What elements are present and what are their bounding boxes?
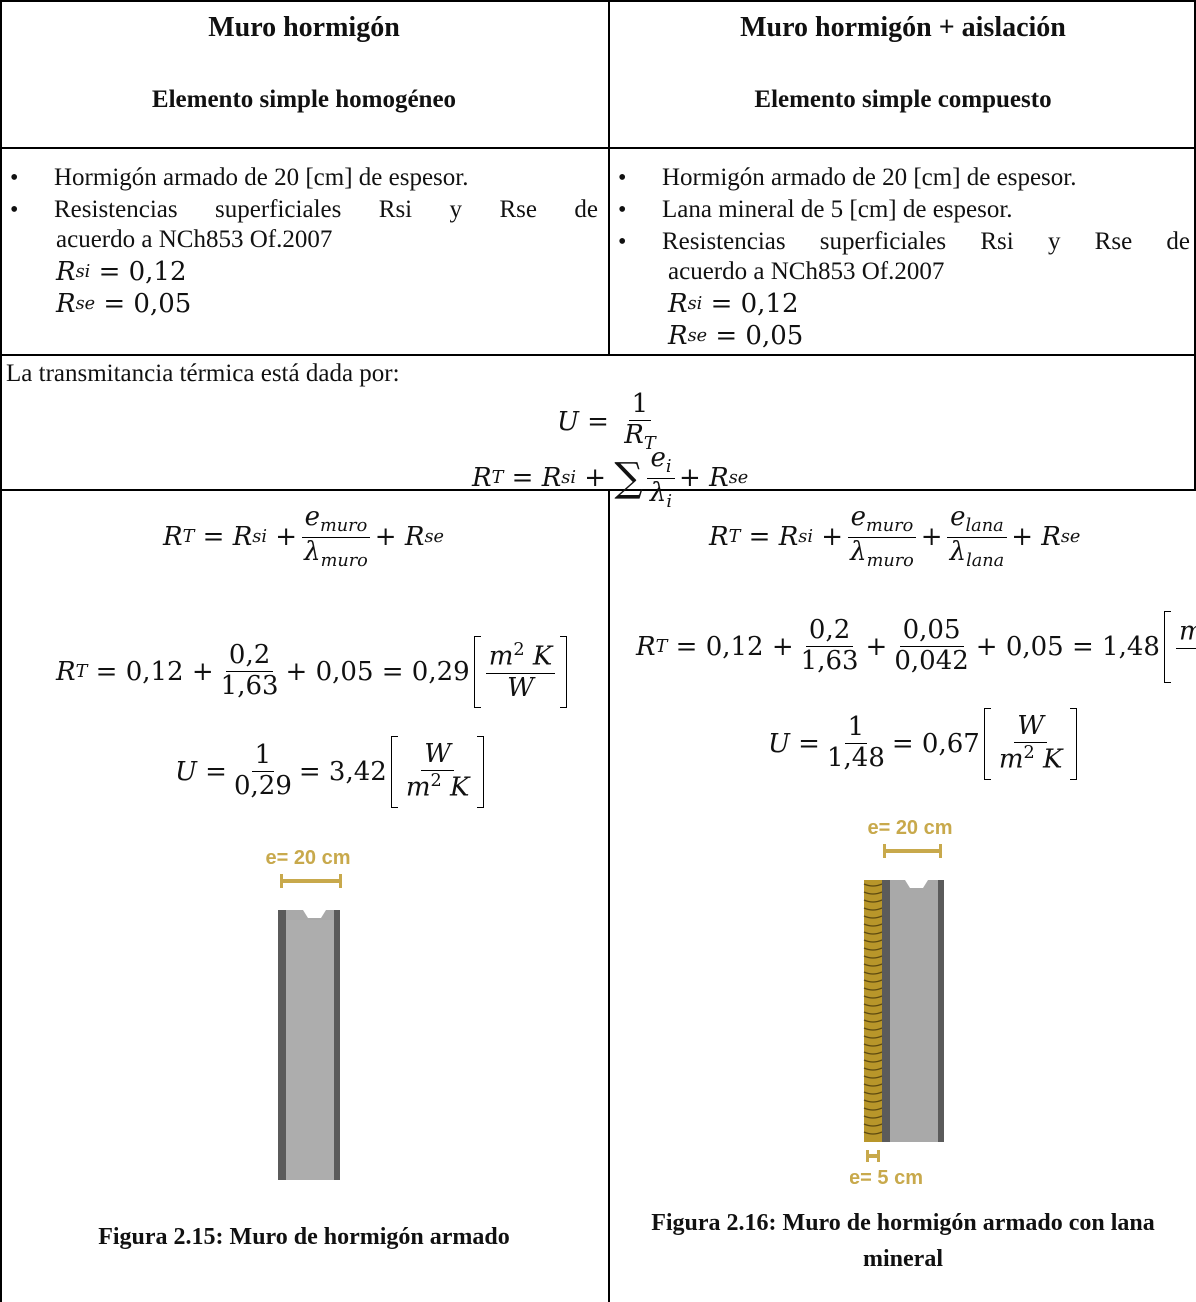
right-title: Muro hormigón + aislación bbox=[740, 12, 1066, 43]
left-wall-figure: e= 20 cm bbox=[265, 847, 351, 1180]
row-divider-3 bbox=[0, 489, 1196, 491]
right-bullet-continuation: acuerdo a NCh853 Of.2007 bbox=[668, 258, 945, 285]
left-bullet-continuation: acuerdo a NCh853 Of.2007 bbox=[56, 226, 333, 253]
right-dimension-marker-bottom bbox=[866, 1150, 880, 1162]
list-item: Resistencias superficiales Rsi y Rse de bbox=[610, 226, 1190, 258]
table-border-left bbox=[0, 0, 2, 1302]
row-divider-1 bbox=[0, 147, 1196, 149]
intro-text: La transmitancia térmica está dada por: bbox=[6, 360, 400, 387]
list-item: Lana mineral de 5 [cm] de espesor. bbox=[610, 194, 1190, 226]
column-divider-bottom bbox=[608, 489, 610, 1302]
left-subtitle: Elemento simple homogéneo bbox=[151, 86, 457, 113]
right-figure-caption-line2: mineral bbox=[863, 1246, 943, 1272]
left-dimension-label: e= 20 cm bbox=[265, 847, 350, 869]
insulated-wall bbox=[863, 880, 944, 1142]
row-divider-2 bbox=[0, 354, 1196, 356]
right-wall-figure: e= 20 cm e= 5 cm bbox=[850, 817, 953, 1189]
right-dimension-marker-top bbox=[883, 844, 942, 858]
list-item: Hormigón armado de 20 [cm] de espesor. bbox=[2, 162, 598, 194]
concrete-wall bbox=[278, 910, 340, 1180]
right-figure-caption-line1: Figura 2.16: Muro de hormigón armado con… bbox=[651, 1210, 1155, 1236]
right-bullet-list: Hormigón armado de 20 [cm] de espesor. L… bbox=[610, 162, 1190, 258]
list-item: Hormigón armado de 20 [cm] de espesor. bbox=[610, 162, 1190, 194]
left-title: Muro hormigón bbox=[208, 12, 400, 43]
right-subtitle: Elemento simple compuesto bbox=[754, 86, 1052, 113]
right-dimension-label-bottom: e= 5 cm bbox=[850, 1167, 923, 1189]
table-border-right bbox=[1194, 0, 1196, 490]
table-border-top bbox=[0, 0, 1196, 2]
mineral-wool-layer bbox=[864, 880, 882, 1142]
formula-u: U = 1 RT bbox=[557, 389, 656, 455]
left-figure-caption: Figura 2.15: Muro de hormigón armado bbox=[98, 1224, 510, 1250]
left-dimension-marker bbox=[280, 874, 342, 888]
column-divider-top bbox=[608, 0, 610, 354]
right-dimension-label-top: e= 20 cm bbox=[867, 817, 952, 839]
left-bullet-list: Hormigón armado de 20 [cm] de espesor. R… bbox=[2, 162, 598, 226]
list-item: Resistencias superficiales Rsi y Rse de bbox=[2, 194, 598, 226]
